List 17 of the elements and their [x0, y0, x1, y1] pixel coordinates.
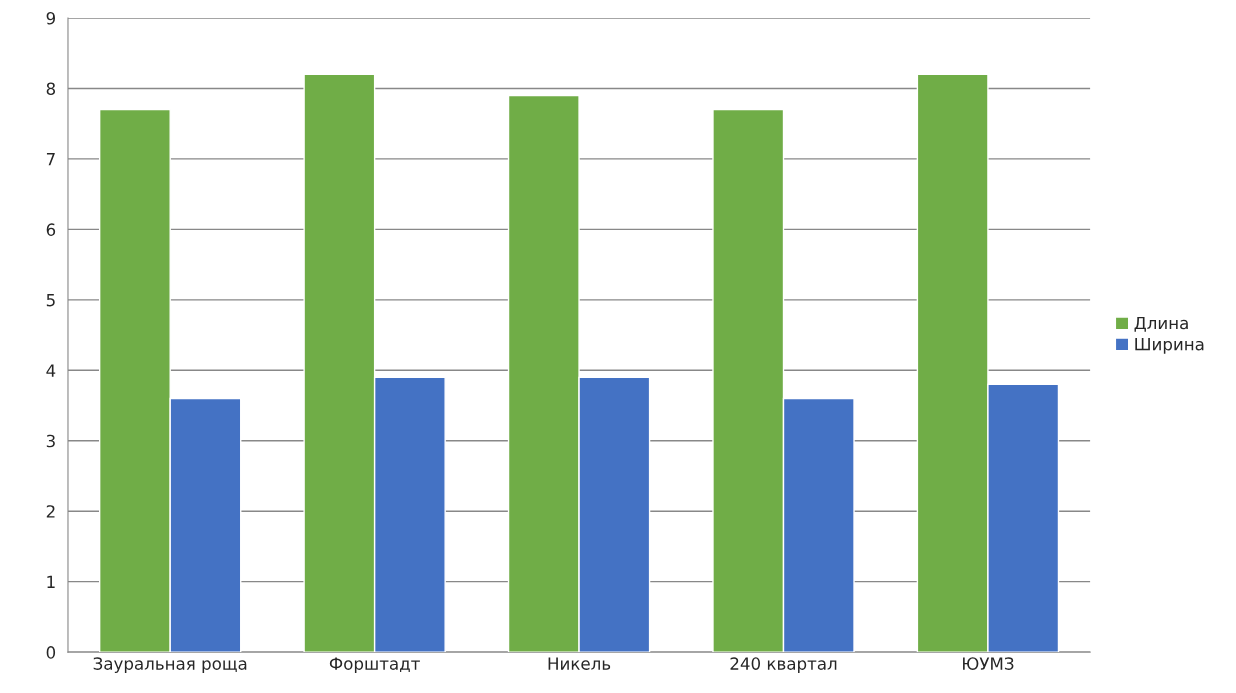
y-tick-label: 3: [46, 434, 55, 448]
y-tick-label: 0: [46, 646, 56, 659]
y-tick-label: 5: [46, 294, 55, 307]
y-tick-label: 2: [46, 505, 55, 518]
x-tick-label: Никель: [548, 657, 611, 670]
x-tick-label: 240 квартал: [730, 657, 837, 674]
y-tick-label: 9: [46, 11, 55, 25]
y-tick-label: 8: [46, 82, 56, 96]
x-tick-label: Зауральная роща: [93, 657, 247, 674]
x-tick-label: ЮУМЗ: [963, 657, 1014, 670]
x-tick-label: Форштадт: [329, 657, 420, 674]
y-tick-label: 4: [46, 364, 56, 377]
y-tick-label: 6: [46, 223, 56, 236]
y-tick-label: 7: [46, 153, 55, 166]
y-tick-label: 1: [47, 575, 55, 588]
legend-label: Длина: [1134, 316, 1188, 332]
legend-label: Ширина: [1135, 338, 1204, 354]
